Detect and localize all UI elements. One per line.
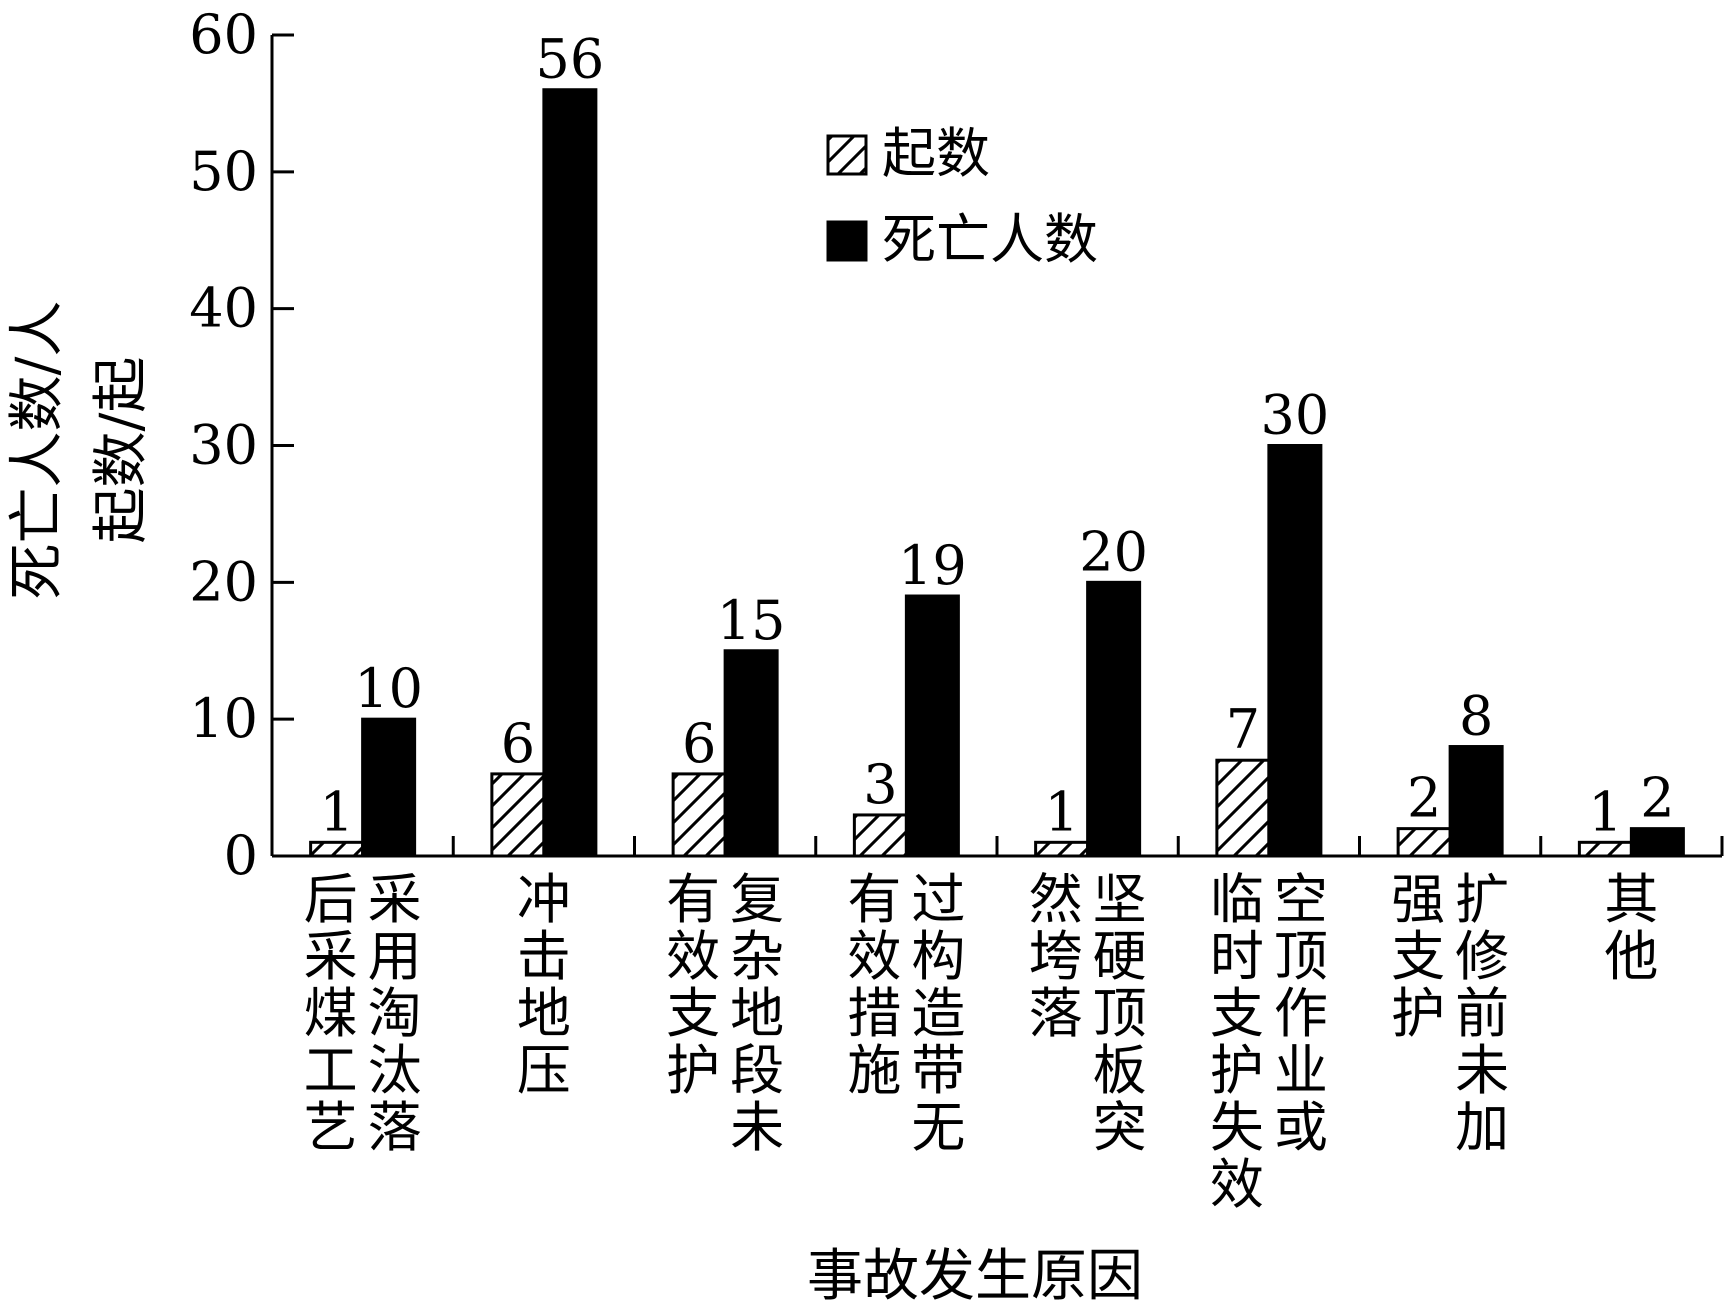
bar-死亡人数-5 xyxy=(1267,444,1323,858)
category-label-column: 复杂地段未 xyxy=(730,868,784,1159)
bar-起数-6 xyxy=(1396,827,1452,858)
bar-死亡人数-1 xyxy=(542,88,598,858)
data-label-起数-1: 6 xyxy=(501,712,535,775)
y-axis: 0 10 20 30 40 50 60 xyxy=(189,3,294,887)
data-label-起数-6: 2 xyxy=(1407,767,1441,830)
category-label-1: 冲击地压 xyxy=(517,868,571,1102)
y-tick-label: 10 xyxy=(189,687,258,750)
bar-死亡人数-7 xyxy=(1629,827,1685,858)
y-tick-label: 40 xyxy=(189,277,258,340)
bar-死亡人数-6 xyxy=(1448,745,1504,858)
bar-起数-3 xyxy=(852,813,908,858)
data-label-起数-7: 1 xyxy=(1588,780,1622,843)
data-label-死亡人数-6: 8 xyxy=(1459,685,1493,748)
category-label-column: 然垮落 xyxy=(1029,868,1083,1045)
bar-起数-1 xyxy=(490,772,546,858)
data-label-起数-3: 3 xyxy=(863,753,897,816)
data-label-死亡人数-4: 20 xyxy=(1079,520,1148,583)
y-axis-title-count: 起数/起 xyxy=(89,357,154,544)
bar-起数-2 xyxy=(671,772,727,858)
y-tick-label: 60 xyxy=(189,3,258,66)
data-label-死亡人数-2: 15 xyxy=(717,589,786,652)
category-labels: 采用淘汰落后采煤工艺冲击地压复杂地段未有效支护过构造带无有效措施坚硬顶板突然垮落… xyxy=(304,868,1659,1216)
category-label-column: 强支护 xyxy=(1391,868,1445,1045)
category-label-column: 有效支护 xyxy=(666,868,720,1102)
category-label-column: 其他 xyxy=(1604,868,1658,988)
category-label-column: 后采煤工艺 xyxy=(304,868,358,1159)
legend: 起数 死亡人数 xyxy=(826,122,1098,271)
legend-label-死亡人数: 死亡人数 xyxy=(882,208,1098,271)
legend-swatch-死亡人数 xyxy=(826,220,868,262)
bar-死亡人数-2 xyxy=(723,649,779,858)
legend-label-起数: 起数 xyxy=(882,122,990,185)
category-label-column: 采用淘汰落 xyxy=(368,868,422,1159)
y-tick-label: 0 xyxy=(224,824,258,887)
bar-死亡人数-0 xyxy=(361,717,417,858)
y-axis-title-deaths: 死亡人数/人 xyxy=(5,301,70,600)
bar-死亡人数-4 xyxy=(1086,580,1142,858)
category-label-7: 其他 xyxy=(1604,868,1658,988)
y-tick-label: 20 xyxy=(189,550,258,613)
y-tick-label: 50 xyxy=(189,140,258,203)
x-axis-title: 事故发生原因 xyxy=(807,1244,1143,1308)
bar-起数-0 xyxy=(309,840,365,858)
data-label-死亡人数-3: 19 xyxy=(898,534,967,597)
x-axis xyxy=(272,836,1724,858)
bar-起数-5 xyxy=(1215,758,1271,858)
category-label-column: 空顶作业或 xyxy=(1274,868,1328,1159)
data-label-起数-2: 6 xyxy=(682,712,716,775)
y-tick-label: 30 xyxy=(189,414,258,477)
bar-起数-4 xyxy=(1034,840,1090,858)
category-label-column: 冲击地压 xyxy=(517,868,571,1102)
data-label-死亡人数-7: 2 xyxy=(1640,767,1674,830)
bar-起数-7 xyxy=(1577,840,1633,858)
data-label-死亡人数-0: 10 xyxy=(354,657,423,720)
category-label-column: 临时支护失效 xyxy=(1210,868,1264,1216)
category-label-column: 坚硬顶板突 xyxy=(1093,868,1147,1159)
data-label-死亡人数-5: 30 xyxy=(1261,384,1330,447)
category-label-column: 扩修前未加 xyxy=(1455,868,1509,1159)
bar-死亡人数-3 xyxy=(904,594,960,858)
data-label-起数-4: 1 xyxy=(1044,780,1078,843)
category-label-column: 过构造带无 xyxy=(911,868,965,1159)
data-label-死亡人数-1: 56 xyxy=(536,28,605,91)
data-label-起数-0: 1 xyxy=(319,780,353,843)
bars xyxy=(309,88,1685,858)
data-label-起数-5: 7 xyxy=(1226,698,1260,761)
legend-swatch-起数 xyxy=(826,134,868,176)
category-label-column: 有效措施 xyxy=(847,868,901,1102)
